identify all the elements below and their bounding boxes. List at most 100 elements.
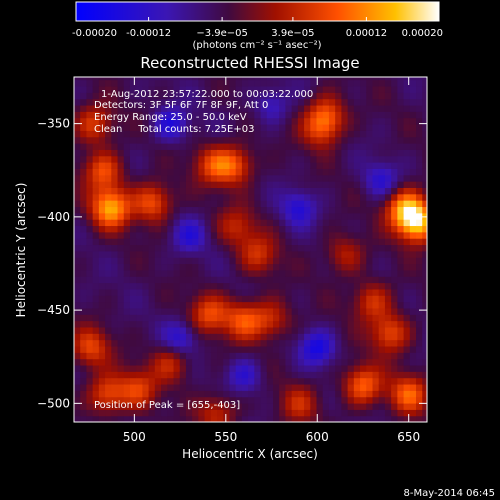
heatmap-cell xyxy=(378,345,386,353)
heatmap-cell xyxy=(335,358,342,366)
heatmap-cell xyxy=(123,339,131,347)
heatmap-cell xyxy=(316,98,324,106)
heatmap-cell xyxy=(335,333,342,341)
heatmap-cell xyxy=(260,168,268,176)
heatmap-cell xyxy=(192,219,199,227)
heatmap-cell xyxy=(328,193,336,201)
heatmap-cell xyxy=(204,117,212,125)
heatmap-cell xyxy=(291,333,299,341)
heatmap-cell xyxy=(335,136,342,144)
heatmap-cell xyxy=(260,238,268,246)
heatmap-cell xyxy=(161,219,168,227)
heatmap-cell xyxy=(378,383,386,391)
heatmap-cell xyxy=(173,301,181,309)
heatmap-cell xyxy=(98,79,106,87)
heatmap-cell xyxy=(353,149,361,157)
heatmap-cell xyxy=(366,371,374,379)
heatmap-cell xyxy=(111,187,119,195)
heatmap-cell xyxy=(123,409,131,417)
heatmap-cell xyxy=(217,206,224,214)
heatmap-cell xyxy=(347,244,355,252)
heatmap-cell xyxy=(422,288,427,296)
heatmap-cell xyxy=(117,117,125,125)
heatmap-cell xyxy=(248,364,255,372)
heatmap-cell xyxy=(248,98,255,106)
heatmap-cell xyxy=(372,111,380,119)
heatmap-cell xyxy=(304,250,311,258)
heatmap-cell xyxy=(360,123,367,131)
heatmap-cell xyxy=(260,320,268,328)
heatmap-cell xyxy=(416,231,423,239)
heatmap-cell xyxy=(223,77,231,81)
heatmap-cell xyxy=(285,288,293,296)
heatmap-cell xyxy=(297,238,305,246)
heatmap-cell xyxy=(397,155,405,163)
heatmap-cell xyxy=(117,143,125,150)
heatmap-cell xyxy=(217,92,224,100)
heatmap-cell xyxy=(198,396,206,404)
heatmap-cell xyxy=(409,276,417,284)
heatmap-cell xyxy=(347,212,355,220)
heatmap-cell xyxy=(129,282,137,290)
heatmap-cell xyxy=(366,200,374,208)
heatmap-cell xyxy=(80,345,88,353)
heatmap-cell xyxy=(291,117,299,125)
heatmap-cell xyxy=(260,79,268,87)
heatmap-cell xyxy=(366,409,374,417)
heatmap-cell xyxy=(235,111,243,119)
heatmap-cell xyxy=(198,244,206,252)
heatmap-cell xyxy=(235,219,243,227)
heatmap-cell xyxy=(266,396,274,404)
heatmap-cell xyxy=(123,206,131,214)
heatmap-cell xyxy=(266,92,274,100)
heatmap-cell xyxy=(142,276,150,284)
heatmap-cell xyxy=(360,269,367,277)
heatmap-cell xyxy=(353,130,361,138)
heatmap-cell xyxy=(129,168,137,176)
heatmap-cell xyxy=(322,136,330,144)
heatmap-cell xyxy=(285,333,293,341)
heatmap-cell xyxy=(279,339,287,347)
heatmap-cell xyxy=(241,390,249,398)
heatmap-cell xyxy=(173,345,181,353)
heatmap-cell xyxy=(173,155,181,163)
heatmap-cell xyxy=(217,123,224,131)
heatmap-cell xyxy=(316,301,324,309)
heatmap-cell xyxy=(185,206,193,214)
heatmap-cell xyxy=(316,231,324,239)
heatmap-cell xyxy=(142,155,150,163)
heatmap-cell xyxy=(297,225,305,233)
heatmap-cell xyxy=(129,200,137,208)
heatmap-cell xyxy=(316,104,324,112)
heatmap-cell xyxy=(384,187,392,195)
heatmap-cell xyxy=(341,168,349,176)
heatmap-cell xyxy=(223,231,231,239)
heatmap-cell xyxy=(366,352,374,360)
heatmap-cell xyxy=(92,371,100,379)
heatmap-cell xyxy=(167,257,175,265)
heatmap-cell xyxy=(335,104,342,112)
heatmap-cell xyxy=(235,98,243,106)
heatmap-cell xyxy=(167,339,175,347)
heatmap-cell xyxy=(235,85,243,93)
heatmap-cell xyxy=(217,352,224,360)
heatmap-cell xyxy=(229,79,237,87)
heatmap-cell xyxy=(192,409,199,417)
heatmap-cell xyxy=(372,282,380,290)
heatmap-cell xyxy=(74,92,81,100)
heatmap-cell xyxy=(347,111,355,119)
heatmap-cell xyxy=(328,288,336,296)
heatmap-cell xyxy=(229,409,237,417)
heatmap-cell xyxy=(248,295,255,303)
heatmap-cell xyxy=(266,193,274,201)
heatmap-cell xyxy=(161,193,168,201)
heatmap-cell xyxy=(167,383,175,391)
heatmap-cell xyxy=(366,383,374,391)
heatmap-cell xyxy=(136,231,144,239)
heatmap-cell xyxy=(260,339,268,347)
heatmap-cell xyxy=(210,174,218,182)
heatmap-cell xyxy=(291,250,299,258)
heatmap-cell xyxy=(291,149,299,157)
heatmap-cell xyxy=(92,244,100,252)
heatmap-cell xyxy=(353,383,361,391)
